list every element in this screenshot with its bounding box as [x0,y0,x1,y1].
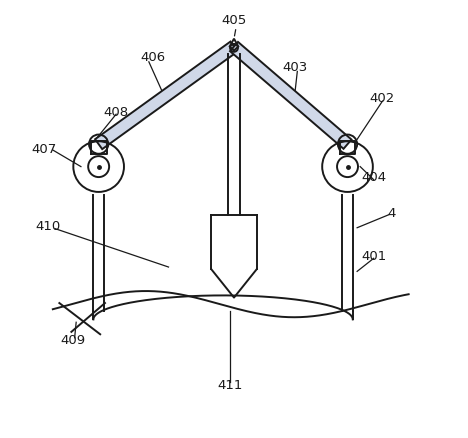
Text: 401: 401 [361,250,387,263]
Text: 4: 4 [387,207,395,220]
Text: 408: 408 [103,106,129,119]
Polygon shape [95,42,238,149]
Text: 405: 405 [221,14,247,27]
Text: 402: 402 [370,92,395,106]
Text: 409: 409 [60,334,85,347]
Text: 410: 410 [36,220,61,233]
Text: 403: 403 [283,60,308,74]
Text: 407: 407 [31,143,57,155]
Text: 406: 406 [141,51,166,64]
Text: 404: 404 [361,171,386,184]
Polygon shape [230,42,351,149]
Text: 411: 411 [217,379,242,392]
